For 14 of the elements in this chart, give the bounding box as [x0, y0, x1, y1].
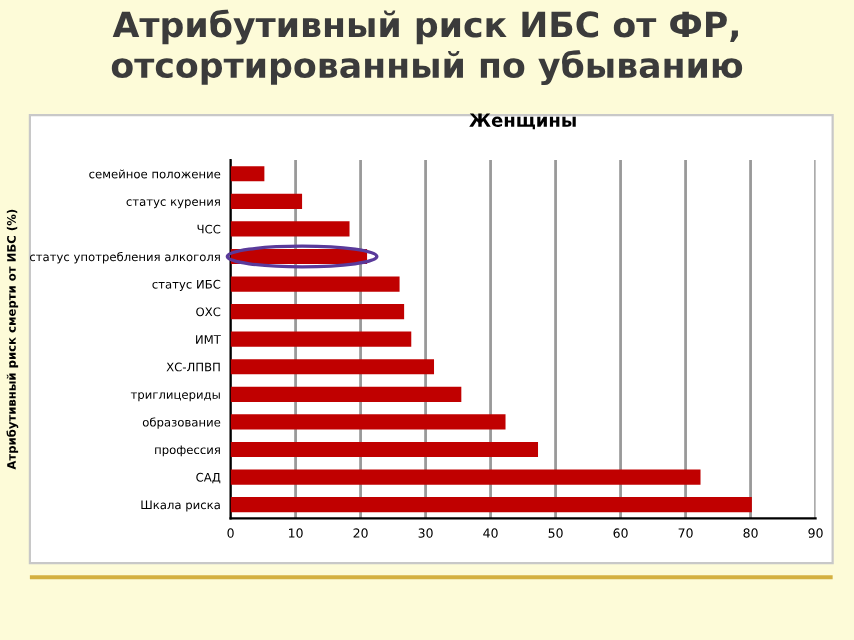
- bar: [230, 276, 400, 292]
- bar: [230, 193, 303, 209]
- chart-title: Атрибутивный риск ИБС от ФР, отсортированный по убыванию: [111, 9, 743, 86]
- bar: [230, 331, 412, 347]
- chart-subtitle: Женщины: [469, 113, 576, 130]
- bar: [230, 166, 265, 182]
- bar: [230, 441, 539, 458]
- bar: [230, 497, 752, 513]
- bar: [230, 386, 462, 402]
- bar: [230, 304, 405, 320]
- bar: [230, 469, 701, 485]
- bar: [230, 359, 435, 375]
- bar: [230, 414, 506, 430]
- bar: [230, 221, 350, 237]
